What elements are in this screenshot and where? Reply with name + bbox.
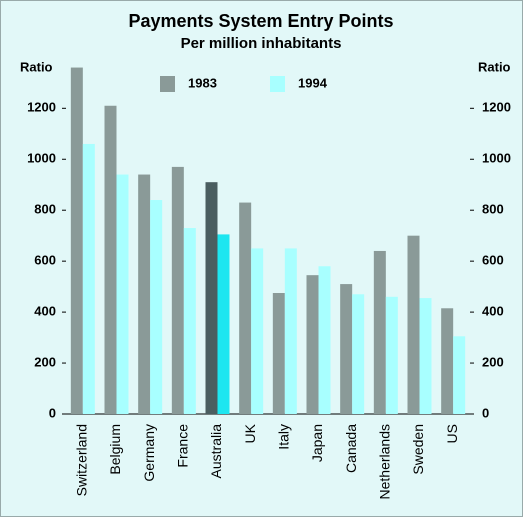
x-tick-label: Sweden [410,424,426,475]
y-tick-label: 600 [34,253,56,268]
bar [217,234,230,414]
bar [205,182,218,414]
chart-subtitle: Per million inhabitants [181,35,342,52]
x-tick-label: Japan [309,424,325,462]
legend-label: 1994 [298,75,328,90]
bar [306,275,319,414]
bar [116,174,129,414]
y-tick-label: 1200 [27,100,56,115]
x-tick-label: Germany [141,424,157,482]
y2-tick-label: 1000 [482,151,511,166]
y-tick-label: 200 [34,354,56,369]
bar [352,294,365,414]
y2-tick-label: 200 [482,354,504,369]
bar [419,298,432,414]
x-tick-label: Canada [343,424,359,473]
bar [70,67,83,414]
y-tick-label: 1000 [27,151,56,166]
bar [82,143,95,414]
bar [318,266,331,414]
bar [373,250,386,414]
bar [453,336,466,414]
bar [183,228,196,414]
chart-title: Payments System Entry Points [128,11,393,31]
y-tick-label: 800 [34,202,56,217]
bar [171,166,184,414]
legend-swatch [270,76,285,92]
bar [251,248,264,414]
y2-axis-label: Ratio [478,59,511,74]
bar [284,248,297,414]
y-tick-label: 400 [34,304,56,319]
y2-tick-label: 800 [482,202,504,217]
legend-label: 1983 [188,75,217,90]
bar [239,202,252,414]
bar [272,292,285,414]
x-tick-label: Italy [276,424,292,450]
y-axis-label: Ratio [20,59,53,74]
bar [138,174,151,414]
x-tick-label: Belgium [107,424,123,475]
x-tick-label: UK [242,423,258,443]
x-tick-label: Switzerland [74,424,90,496]
x-tick-label: US [444,424,460,443]
bar [104,105,117,414]
bar [150,200,163,414]
legend-swatch [160,76,175,92]
x-tick-label: Australia [208,424,224,479]
y-tick-label: 0 [49,405,56,420]
bar [385,296,398,414]
x-tick-label: Netherlands [377,424,393,500]
y2-tick-label: 1200 [482,100,511,115]
bar [340,284,353,414]
bar [407,235,420,414]
y2-tick-label: 400 [482,304,504,319]
x-tick-label: France [175,424,191,468]
y2-tick-label: 0 [482,405,489,420]
y2-tick-label: 600 [482,253,504,268]
bar [441,308,454,414]
